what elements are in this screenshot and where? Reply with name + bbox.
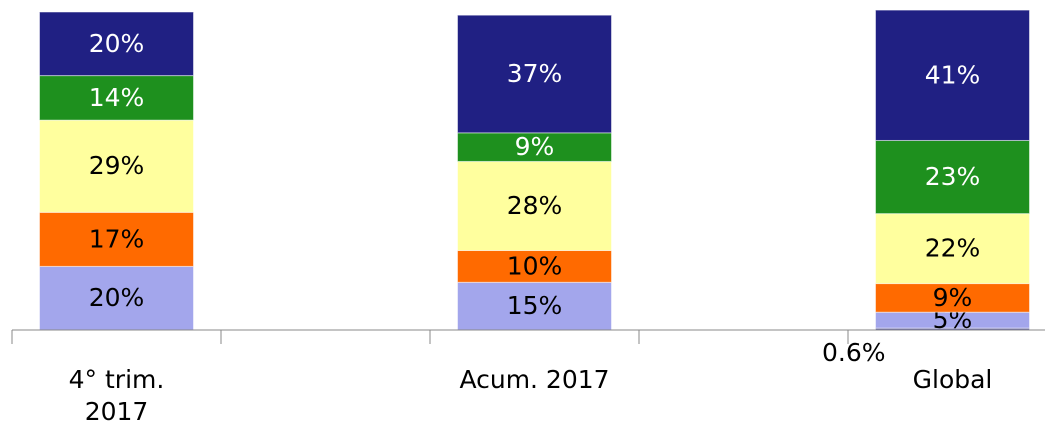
bar-segment bbox=[457, 14, 612, 134]
bar-segment bbox=[457, 250, 612, 283]
data-label: 29% bbox=[89, 151, 145, 180]
data-label: 10% bbox=[507, 251, 563, 280]
data-label: 28% bbox=[507, 191, 563, 220]
bar-segment bbox=[875, 213, 1030, 285]
data-label: 37% bbox=[507, 59, 563, 88]
data-label: 15% bbox=[507, 291, 563, 320]
bar-segment bbox=[39, 265, 194, 331]
data-label: 41% bbox=[925, 60, 981, 89]
x-tick-label: Global bbox=[912, 365, 993, 394]
bar-segment bbox=[875, 9, 1030, 141]
bar-segment bbox=[875, 139, 1030, 215]
data-label: 9% bbox=[515, 132, 555, 161]
bar-segment bbox=[39, 11, 194, 77]
data-label: 20% bbox=[89, 283, 145, 312]
bar-segment bbox=[457, 281, 612, 331]
data-label: 9% bbox=[933, 283, 973, 312]
data-label: 22% bbox=[925, 234, 981, 263]
bar-segment bbox=[457, 160, 612, 252]
data-label: 23% bbox=[925, 162, 981, 191]
data-label: 14% bbox=[89, 83, 145, 112]
x-tick-label: 4° trim. 2017 bbox=[68, 365, 165, 426]
bar-segment bbox=[457, 132, 612, 162]
bar-segment bbox=[39, 211, 194, 267]
data-label: 0.6% bbox=[822, 338, 886, 367]
x-tick-label: Acum. 2017 bbox=[459, 365, 610, 394]
data-label: 20% bbox=[89, 29, 145, 58]
data-label: 17% bbox=[89, 224, 145, 253]
bar-segment bbox=[875, 283, 1030, 313]
bar-segment bbox=[39, 75, 194, 121]
